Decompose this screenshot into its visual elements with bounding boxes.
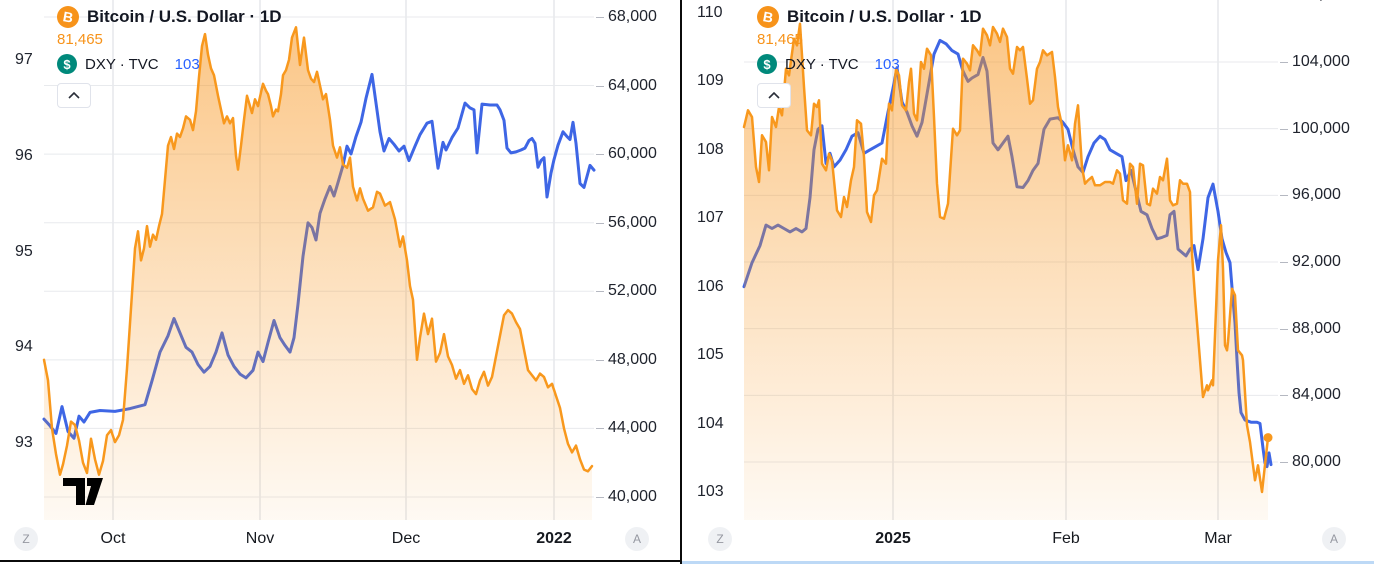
price-axis-tick: [596, 222, 604, 224]
price-axis-label: 80,000: [1292, 453, 1341, 470]
price-axis-tick: [596, 496, 604, 498]
dxy-axis-label: 105: [697, 346, 724, 364]
dxy-axis-label: 108: [697, 140, 724, 158]
overlay-value: 103: [174, 55, 200, 73]
chevron-up-icon: [768, 92, 780, 99]
price-axis-tick: [596, 291, 604, 293]
time-axis-label: 2025: [875, 530, 911, 547]
price-axis-label: 52,000: [608, 282, 657, 300]
timezone-button[interactable]: Z: [708, 527, 732, 551]
chart-window-right: B Bitcoin / U.S. Dollar · 1D 81,465 $ DX…: [682, 0, 1374, 564]
price-axis-label: 60,000: [608, 145, 657, 163]
last-price-dot: [1263, 433, 1273, 443]
legend: B Bitcoin / U.S. Dollar · 1D 81,465 $ DX…: [757, 4, 982, 108]
dxy-axis-label: 107: [697, 209, 724, 227]
legend: B Bitcoin / U.S. Dollar · 1D 81,465 $ DX…: [57, 4, 282, 108]
collapse-legend-button[interactable]: [757, 83, 791, 108]
dxy-axis-label: 103: [697, 482, 724, 500]
price-axis-label: 104,000: [1292, 53, 1350, 70]
symbol-title[interactable]: Bitcoin / U.S. Dollar · 1D: [87, 7, 282, 26]
dollar-icon: $: [757, 54, 777, 74]
auto-scale-button[interactable]: A: [625, 527, 649, 551]
timezone-button[interactable]: Z: [14, 527, 38, 551]
chevron-up-icon: [68, 92, 80, 99]
overlay-value: 103: [874, 55, 900, 73]
price-axis-label: 108,000: [1292, 0, 1350, 5]
time-axis-label: Oct: [100, 530, 126, 547]
price-axis-label: 88,000: [1292, 319, 1341, 337]
dxy-axis-label: 93: [15, 434, 33, 452]
price-axis-tick: [1280, 195, 1288, 197]
price-axis-label: 92,000: [1292, 253, 1341, 270]
tradingview-logo: [63, 478, 103, 505]
btc-area-fill: [44, 27, 592, 521]
overlay-title[interactable]: DXY · TVC: [785, 55, 859, 73]
price-axis-label: 100,000: [1292, 119, 1350, 137]
time-axis-label: Mar: [1204, 530, 1232, 547]
last-price: 81,465: [57, 31, 103, 48]
window-bottom-border: [0, 560, 680, 562]
price-axis-tick: [596, 85, 604, 87]
symbol-title[interactable]: Bitcoin / U.S. Dollar · 1D: [787, 7, 982, 26]
price-axis-label: 48,000: [608, 350, 657, 368]
btc-area-series: [42, 26, 594, 476]
active-window-bottom-edge: [682, 561, 1374, 564]
auto-scale-button[interactable]: A: [1322, 527, 1346, 551]
time-axis-label: Dec: [391, 530, 421, 547]
price-axis-label: 40,000: [608, 487, 657, 505]
dxy-axis-label: 104: [697, 414, 724, 432]
price-axis-tick: [596, 428, 604, 430]
price-axis-tick: [596, 154, 604, 156]
time-axis-label: 2022: [536, 530, 572, 547]
dxy-axis-label: 95: [15, 242, 33, 260]
overlay-title[interactable]: DXY · TVC: [85, 55, 159, 73]
bitcoin-icon: B: [757, 6, 779, 28]
price-axis-label: 68,000: [608, 7, 657, 25]
btc-area-fill: [744, 23, 1268, 520]
collapse-legend-button[interactable]: [57, 83, 91, 108]
price-axis-tick: [596, 16, 604, 18]
chart-window-left: B Bitcoin / U.S. Dollar · 1D 81,465 $ DX…: [0, 0, 682, 564]
dxy-axis-label: 110: [697, 4, 723, 21]
price-axis-tick: [1280, 128, 1288, 130]
price-axis-tick: [1280, 395, 1288, 397]
price-axis-tick: [1280, 328, 1288, 330]
price-axis-label: 64,000: [608, 76, 657, 94]
dxy-axis-label: 109: [697, 72, 724, 90]
price-axis-tick: [596, 359, 604, 361]
time-axis-label: Feb: [1052, 530, 1080, 547]
dxy-axis-label: 96: [15, 146, 33, 164]
dollar-icon: $: [57, 54, 77, 74]
price-axis-label: 84,000: [1292, 386, 1341, 404]
price-axis-tick: [1280, 262, 1288, 263]
price-axis-label: 56,000: [608, 213, 657, 231]
dxy-axis-label: 97: [15, 51, 33, 69]
dxy-axis-label: 106: [697, 277, 724, 295]
dxy-axis-label: 94: [15, 338, 33, 356]
price-axis-tick: [1280, 62, 1288, 63]
price-axis-tick: [1280, 462, 1288, 463]
price-axis-label: 44,000: [608, 419, 657, 437]
btc-area-series: [742, 22, 1270, 494]
plot-area[interactable]: [42, 0, 600, 524]
time-axis-label: Nov: [245, 530, 275, 547]
plot-area[interactable]: [742, 0, 1284, 524]
price-axis-label: 96,000: [1292, 186, 1341, 204]
bitcoin-icon: B: [57, 6, 79, 28]
last-price: 81,465: [757, 31, 803, 48]
